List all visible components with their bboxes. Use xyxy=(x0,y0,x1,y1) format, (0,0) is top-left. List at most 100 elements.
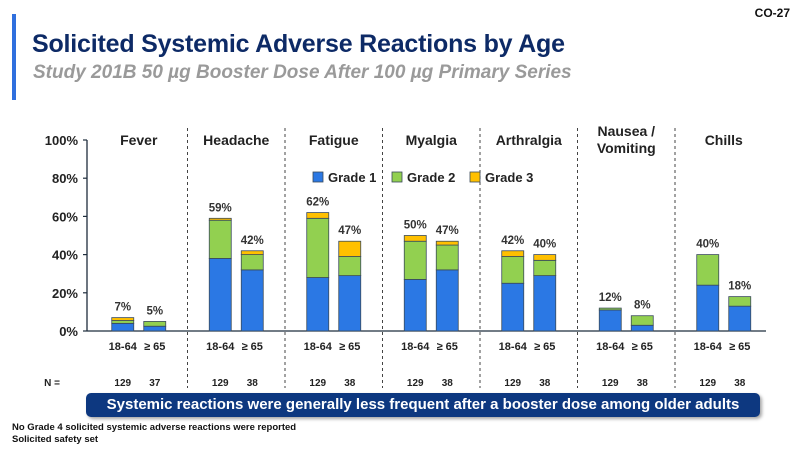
y-tick-label: 0% xyxy=(59,324,78,339)
footnote-safety-set: Solicited safety set xyxy=(12,434,99,445)
n-value: 37 xyxy=(149,378,161,389)
bar-segment-grade3 xyxy=(403,235,427,242)
bar-segment-grade3 xyxy=(240,250,264,255)
group-title: Arthralgia xyxy=(496,132,562,148)
x-tick-label: ≥ 65 xyxy=(242,341,263,353)
legend-label: Grade 2 xyxy=(407,170,455,185)
group-title: Headache xyxy=(203,132,269,148)
n-value: 38 xyxy=(247,378,259,389)
n-value: 129 xyxy=(114,378,131,389)
x-tick-label: ≥ 65 xyxy=(632,341,653,353)
legend-label: Grade 3 xyxy=(485,170,533,185)
n-value: 129 xyxy=(309,378,326,389)
bar-total-label: 42% xyxy=(501,235,524,247)
bar-segment-grade2 xyxy=(338,256,362,277)
x-tick-label: ≥ 65 xyxy=(729,341,750,353)
group-title: Nausea / xyxy=(597,123,655,139)
legend-swatch xyxy=(469,171,481,183)
bar-segment-grade2 xyxy=(728,296,752,307)
x-tick-label: ≥ 65 xyxy=(534,341,555,353)
slide-title: Solicited Systemic Adverse Reactions by … xyxy=(32,30,565,58)
bar-total-label: 47% xyxy=(338,225,361,237)
bar-segment-grade2 xyxy=(435,244,459,271)
bar-segment-grade1 xyxy=(533,275,557,332)
bar-total-label: 7% xyxy=(114,302,131,314)
n-value: 129 xyxy=(602,378,619,389)
y-tick-label: 80% xyxy=(52,171,78,186)
footnote-grade4: No Grade 4 solicited systemic adverse re… xyxy=(12,422,297,433)
bar-segment-grade3 xyxy=(435,240,459,246)
x-tick-label: 18-64 xyxy=(109,341,138,353)
legend-swatch xyxy=(391,171,403,183)
title-accent-bar xyxy=(12,14,16,100)
group-title: Fatigue xyxy=(309,132,359,148)
legend-swatch xyxy=(312,171,324,183)
bar-segment-grade1 xyxy=(501,282,525,332)
bar-segment-grade2 xyxy=(403,240,427,280)
n-label: N = xyxy=(44,378,60,389)
bar-segment-grade1 xyxy=(435,269,459,332)
bar-total-label: 12% xyxy=(599,292,622,304)
y-tick-label: 20% xyxy=(52,286,78,301)
x-tick-label: ≥ 65 xyxy=(339,341,360,353)
n-value: 129 xyxy=(699,378,716,389)
n-value: 129 xyxy=(212,378,229,389)
n-value: 38 xyxy=(539,378,551,389)
bar-segment-grade2 xyxy=(143,321,167,327)
bar-segment-grade2 xyxy=(208,219,232,259)
bar-segment-grade1 xyxy=(111,322,135,332)
x-tick-label: ≥ 65 xyxy=(437,341,458,353)
bar-total-label: 40% xyxy=(533,239,556,251)
bar-segment-grade3 xyxy=(306,212,330,219)
bar-total-label: 8% xyxy=(634,300,651,312)
y-tick-label: 40% xyxy=(52,248,78,263)
bar-total-label: 50% xyxy=(404,220,427,232)
bar-segment-grade2 xyxy=(501,256,525,284)
bar-segment-grade1 xyxy=(240,269,264,332)
group-title: Fever xyxy=(120,132,158,148)
slide-subtitle: Study 201B 50 µg Booster Dose After 100 … xyxy=(33,62,572,83)
bar-segment-grade3 xyxy=(501,250,525,257)
n-value: 38 xyxy=(734,378,746,389)
group-title: Vomiting xyxy=(597,140,656,156)
bar-total-label: 40% xyxy=(696,239,719,251)
x-tick-label: 18-64 xyxy=(401,341,430,353)
x-tick-label: 18-64 xyxy=(206,341,235,353)
bar-segment-grade1 xyxy=(338,275,362,332)
bar-segment-grade3 xyxy=(111,317,135,321)
bar-total-label: 62% xyxy=(306,197,329,209)
n-value: 129 xyxy=(504,378,521,389)
bar-segment-grade3 xyxy=(533,254,557,261)
n-value: 38 xyxy=(344,378,356,389)
bar-total-label: 5% xyxy=(146,305,163,317)
bar-segment-grade2 xyxy=(240,254,264,271)
key-message-banner: Systemic reactions were generally less f… xyxy=(86,393,760,417)
bar-segment-grade2 xyxy=(533,259,557,277)
bar-segment-grade1 xyxy=(696,284,720,332)
n-value: 38 xyxy=(637,378,649,389)
y-tick-label: 60% xyxy=(52,209,78,224)
bar-segment-grade1 xyxy=(403,279,427,332)
bar-segment-grade1 xyxy=(306,277,330,332)
group-title: Myalgia xyxy=(406,132,458,148)
group-title: Chills xyxy=(705,132,743,148)
bar-segment-grade2 xyxy=(696,254,720,286)
legend-label: Grade 1 xyxy=(328,170,376,185)
x-tick-label: ≥ 65 xyxy=(144,341,165,353)
bar-segment-grade2 xyxy=(306,217,330,278)
bar-total-label: 42% xyxy=(241,235,264,247)
x-tick-label: 18-64 xyxy=(304,341,333,353)
bar-segment-grade1 xyxy=(143,325,167,332)
bar-segment-grade2 xyxy=(598,307,622,311)
bar-segment-grade1 xyxy=(208,258,232,332)
n-value: 38 xyxy=(442,378,454,389)
x-tick-label: 18-64 xyxy=(694,341,723,353)
x-tick-label: 18-64 xyxy=(596,341,625,353)
bar-total-label: 18% xyxy=(728,281,751,293)
bar-segment-grade3 xyxy=(338,240,362,257)
slide-number: CO-27 xyxy=(754,6,790,20)
x-tick-label: 18-64 xyxy=(499,341,528,353)
bar-segment-grade1 xyxy=(598,309,622,332)
bar-total-label: 47% xyxy=(436,225,459,237)
bar-segment-grade2 xyxy=(111,320,135,324)
